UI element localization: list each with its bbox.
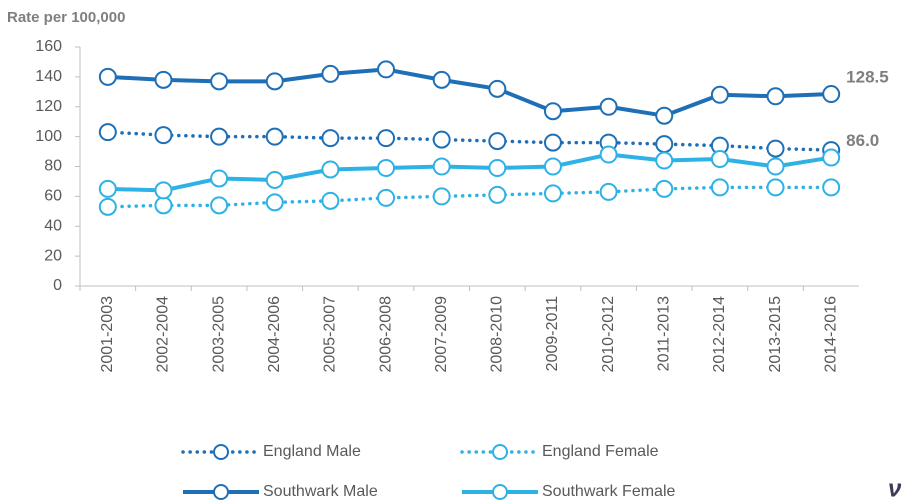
x-tick-label: 2004-2006: [266, 296, 283, 373]
y-tick-label: 140: [35, 68, 62, 85]
data-point: [98, 179, 117, 198]
legend-marker: [213, 484, 229, 500]
data-point: [265, 127, 284, 146]
value-label: 86.0: [846, 131, 879, 150]
x-tick-label: 2014-2016: [822, 296, 839, 373]
data-point: [488, 158, 507, 177]
x-tick-label: 2011-2013: [655, 296, 672, 371]
data-point: [543, 102, 562, 121]
data-point: [265, 193, 284, 212]
data-point: [432, 70, 451, 89]
data-point: [154, 196, 173, 215]
legend-marker: [492, 484, 508, 500]
data-point: [822, 148, 841, 167]
data-point: [488, 132, 507, 151]
x-tick-label: 2007-2009: [433, 296, 450, 373]
data-point: [822, 178, 841, 197]
data-point: [766, 157, 785, 176]
data-point: [321, 129, 340, 148]
data-point: [655, 151, 674, 170]
data-point: [210, 127, 229, 146]
data-point: [210, 169, 229, 188]
x-tick-label: 2003-2005: [210, 296, 227, 373]
data-point: [655, 179, 674, 198]
legend-label: England Female: [542, 443, 659, 460]
data-point: [210, 72, 229, 91]
x-tick-label: 2012-2014: [711, 296, 728, 373]
logo: ν: [888, 475, 902, 502]
y-tick-label: 0: [53, 277, 62, 294]
x-tick-label: 2006-2008: [377, 296, 394, 373]
data-point: [321, 191, 340, 210]
data-point: [599, 97, 618, 116]
data-point: [655, 106, 674, 125]
data-point: [543, 157, 562, 176]
x-tick-label: 2010-2012: [600, 296, 617, 373]
series-line: [106, 185, 833, 209]
legend-label: England Male: [263, 443, 361, 460]
data-point: [210, 196, 229, 215]
data-point: [432, 130, 451, 149]
data-point: [265, 72, 284, 91]
y-tick-label: 40: [44, 217, 62, 234]
y-tick-label: 60: [44, 188, 62, 205]
data-point: [432, 187, 451, 206]
y-tick-label: 100: [35, 128, 62, 145]
data-point: [543, 184, 562, 203]
data-point: [710, 85, 729, 104]
legend-label: Southwark Male: [263, 483, 378, 500]
y-tick-label: 160: [35, 38, 62, 55]
x-tick-label: 2002-2004: [155, 296, 172, 373]
y-axis-label: Rate per 100,000: [7, 9, 125, 26]
data-point: [377, 158, 396, 177]
data-point: [154, 126, 173, 145]
data-point: [766, 178, 785, 197]
x-tick-label: 2013-2015: [767, 296, 784, 373]
data-point: [710, 150, 729, 169]
series-line: [106, 130, 833, 152]
data-point: [98, 67, 117, 86]
data-point: [377, 60, 396, 79]
data-point: [321, 160, 340, 179]
data-point: [488, 79, 507, 98]
y-tick-label: 20: [44, 247, 62, 264]
value-label: 128.5: [846, 68, 889, 87]
data-point: [599, 182, 618, 201]
data-point: [321, 64, 340, 83]
data-point: [766, 139, 785, 158]
x-tick-label: 2001-2003: [99, 296, 116, 373]
data-point: [98, 123, 117, 142]
data-point: [98, 197, 117, 216]
y-tick-label: 120: [35, 98, 62, 115]
series-line: [107, 67, 832, 118]
data-point: [822, 85, 841, 104]
x-tick-label: 2009-2011: [544, 296, 561, 371]
data-point: [154, 70, 173, 89]
data-point: [377, 129, 396, 148]
data-point: [377, 188, 396, 207]
data-point: [710, 178, 729, 197]
data-point: [265, 170, 284, 189]
data-point: [488, 185, 507, 204]
x-tick-label: 2008-2010: [489, 296, 506, 373]
data-point: [655, 135, 674, 154]
data-point: [766, 87, 785, 106]
series-line: [107, 152, 832, 193]
legend-label: Southwark Female: [542, 483, 675, 500]
legend-marker: [492, 444, 508, 460]
y-tick-label: 80: [44, 158, 62, 175]
legend-marker: [213, 444, 229, 460]
x-tick-label: 2005-2007: [322, 296, 339, 373]
data-point: [543, 133, 562, 152]
data-point: [432, 157, 451, 176]
data-point: [599, 145, 618, 164]
data-point: [154, 181, 173, 200]
